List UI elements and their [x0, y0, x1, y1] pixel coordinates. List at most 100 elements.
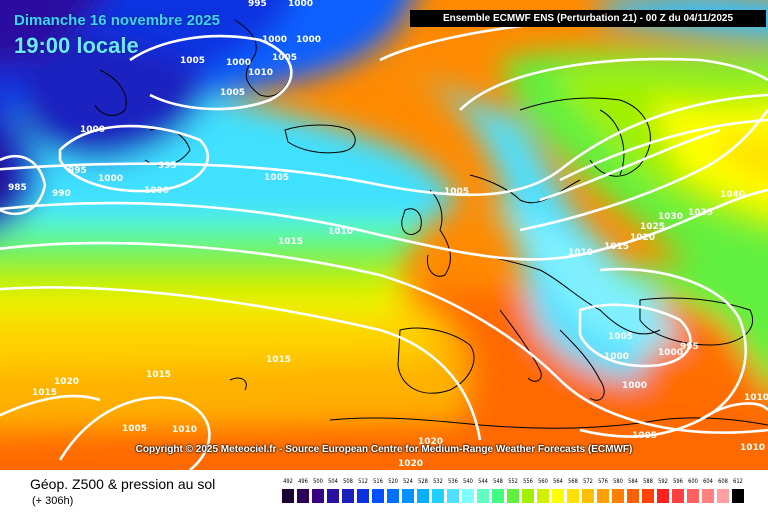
lead-time: (+ 306h) [32, 495, 74, 507]
scale-tick-label: 532 [433, 478, 443, 485]
scale-tick-label: 548 [493, 478, 503, 485]
scale-swatch [432, 489, 444, 503]
scale-swatch [297, 489, 309, 503]
isobar-label: 1000 [296, 35, 321, 45]
scale-swatch [522, 489, 534, 503]
scale-tick-label: 584 [628, 478, 638, 485]
scale-swatch [717, 489, 729, 503]
scale-tick-label: 604 [703, 478, 713, 485]
isobar-label: 1000 [622, 381, 647, 391]
field-title: Géop. Z500 & pression au sol [30, 476, 216, 492]
scale-tick-label: 544 [478, 478, 488, 485]
isobar-label: 995 [680, 342, 699, 352]
isobar-label: 1015 [278, 237, 303, 247]
scale-tick-label: 572 [583, 478, 593, 485]
scale-tick-label: 552 [508, 478, 518, 485]
isobar-label: 1005 [180, 56, 205, 66]
isobar-label: 1005 [220, 88, 245, 98]
isobar-label: 995 [248, 0, 267, 9]
scale-tick-label: 540 [463, 478, 473, 485]
legend-footer: Géop. Z500 & pression au sol (+ 306h) [0, 470, 768, 512]
scale-swatch [657, 489, 669, 503]
scale-tick-label: 516 [373, 478, 383, 485]
valid-date: Dimanche 16 novembre 2025 [14, 12, 220, 29]
model-run-header: Ensemble ECMWF ENS (Perturbation 21) - 0… [410, 10, 766, 27]
isobar-label: 1000 [144, 186, 169, 196]
scale-swatch [342, 489, 354, 503]
scale-swatch [477, 489, 489, 503]
scale-tick-label: 600 [688, 478, 698, 485]
scale-swatch [387, 489, 399, 503]
scale-tick-label: 500 [313, 478, 323, 485]
scale-swatch [402, 489, 414, 503]
isobar-label: 1010 [172, 425, 197, 435]
isobar-label: 1020 [398, 459, 423, 469]
scale-swatch [672, 489, 684, 503]
scale-swatch [507, 489, 519, 503]
scale-tick-label: 560 [538, 478, 548, 485]
isobar-label: 1000 [262, 35, 287, 45]
scale-swatch [312, 489, 324, 503]
scale-tick-label: 512 [358, 478, 368, 485]
scale-swatch [462, 489, 474, 503]
scale-tick-label: 508 [343, 478, 353, 485]
isobar-label: 1030 [658, 212, 683, 222]
scale-swatch [642, 489, 654, 503]
isobar-label: 1010 [248, 68, 273, 78]
isobar-value-labels: 995 1000 1000 1000 1005 1000 1010 1005 1… [8, 0, 768, 469]
scale-tick-label: 524 [403, 478, 413, 485]
valid-time: 19:00 locale [14, 33, 139, 58]
isobar-label: 1025 [640, 222, 665, 232]
scale-swatch [447, 489, 459, 503]
isobar-label: 1000 [98, 174, 123, 184]
color-scale: 492 496 500 504 508 512 516 520 524 528 532 536 540 5… [282, 478, 752, 506]
scale-swatch [327, 489, 339, 503]
isobar-label: 1005 [608, 332, 633, 342]
isobar-label: 1005 [272, 53, 297, 63]
scale-tick-label: 580 [613, 478, 623, 485]
scale-tick-label: 596 [673, 478, 683, 485]
isobar-label: 995 [158, 161, 177, 171]
scale-tick-label: 528 [418, 478, 428, 485]
isobar-label: 1020 [54, 377, 79, 387]
scale-tick-label: 520 [388, 478, 398, 485]
scale-swatch [567, 489, 579, 503]
isobar-label: 1005 [122, 424, 147, 434]
isobar-label: 1005 [444, 187, 469, 197]
isobar-label: 1000 [80, 125, 105, 135]
scale-tick-label: 568 [568, 478, 578, 485]
isobar-label: 1000 [288, 0, 313, 9]
scale-tick-label: 492 [283, 478, 293, 485]
isobar-label: 1010 [568, 248, 593, 258]
scale-tick-label: 576 [598, 478, 608, 485]
scale-tick-label: 504 [328, 478, 338, 485]
scale-tick-label: 564 [553, 478, 563, 485]
scale-swatch [357, 489, 369, 503]
copyright-notice: Copyright © 2025 Meteociel.fr - Source E… [135, 444, 633, 455]
scale-tick-label: 588 [643, 478, 653, 485]
isobar-label: 1010 [740, 443, 765, 453]
scale-swatch [492, 489, 504, 503]
isobar-label: 1015 [32, 388, 57, 398]
scale-swatch [552, 489, 564, 503]
scale-swatch [597, 489, 609, 503]
scale-tick-label: 592 [658, 478, 668, 485]
isobar-label: 1015 [146, 370, 171, 380]
scale-tick-label: 612 [733, 478, 743, 485]
scale-swatch [372, 489, 384, 503]
scale-tick-label: 496 [298, 478, 308, 485]
scale-tick-label: 556 [523, 478, 533, 485]
isobar-label: 995 [68, 166, 87, 176]
isobar-label: 1010 [328, 227, 353, 237]
isobar-label: 1015 [604, 242, 629, 252]
scale-tick-label: 608 [718, 478, 728, 485]
scale-swatch [582, 489, 594, 503]
isobar-label: 1015 [266, 355, 291, 365]
scale-swatch [687, 489, 699, 503]
geopotential-map: 995 1000 1000 1000 1005 1000 1010 1005 1… [0, 0, 768, 470]
isobar-label: 1000 [226, 58, 251, 68]
isobar-label: 1020 [630, 233, 655, 243]
land-outlines [94, 19, 768, 429]
isobar-label: 990 [52, 189, 71, 199]
